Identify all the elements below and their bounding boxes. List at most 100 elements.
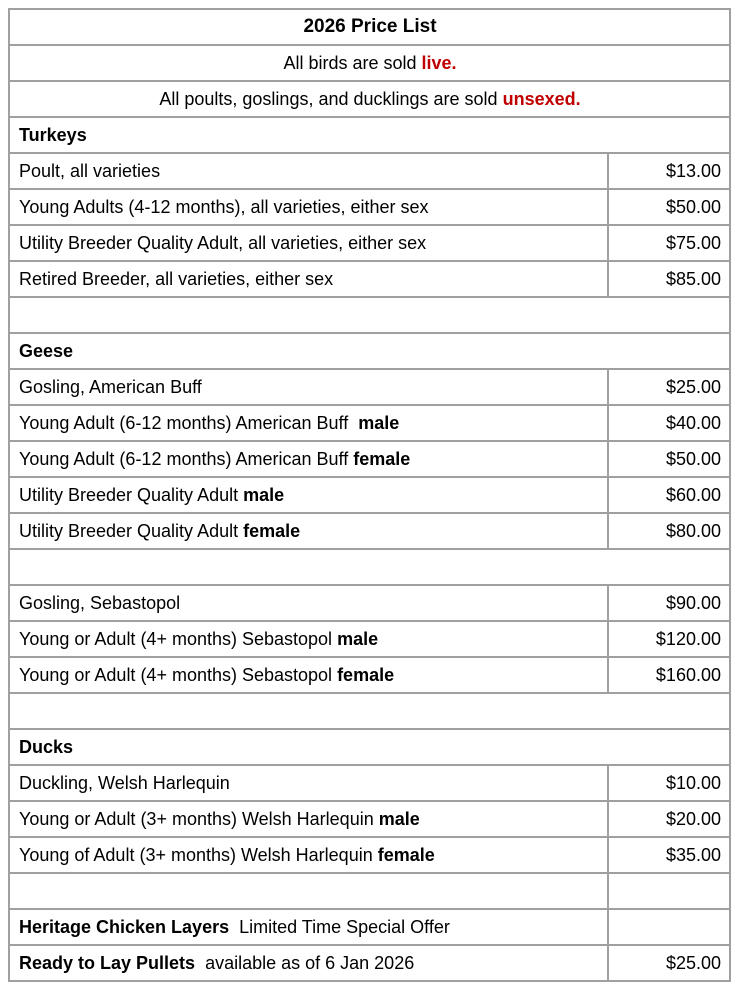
price-value: $60.00 <box>665 484 721 505</box>
item-price-cell: $40.00 <box>607 406 729 440</box>
row-ambuff-young-male: Young Adult (6-12 months) American Buff … <box>10 406 729 442</box>
text-segment: Poult, all varieties <box>19 160 161 181</box>
row-ready-to-lay-pullets: Ready to Lay Pullets available as of 6 J… <box>10 946 729 980</box>
item-description-cell <box>10 889 607 893</box>
price-value: $85.00 <box>665 268 721 289</box>
text-segment: Retired Breeder, all varieties, either s… <box>19 268 334 289</box>
item-price-cell: $25.00 <box>607 946 729 980</box>
notice-sold-unsexed: All poults, goslings, and ducklings are … <box>10 82 729 118</box>
row-welsh-female: Young of Adult (3+ months) Welsh Harlequ… <box>10 838 729 874</box>
price-value: $160.00 <box>655 664 721 685</box>
notice-cell: All birds are sold live. <box>10 51 729 76</box>
text-segment: Ready to Lay Pullets <box>19 952 196 973</box>
item-description-cell: Young or Adult (3+ months) Welsh Harlequ… <box>10 807 607 832</box>
item-description-cell: Young or Adult (4+ months) Sebastopol fe… <box>10 663 607 688</box>
text-segment: available as of 6 Jan 2026 <box>195 952 415 973</box>
text-segment: Ducks <box>19 736 74 757</box>
text-segment: Utility Breeder Quality Adult <box>19 484 244 505</box>
row-gosling-sebastopol: Gosling, Sebastopol $90.00 <box>10 586 729 622</box>
text-segment: Gosling, Sebastopol <box>19 592 181 613</box>
item-description-cell: Young or Adult (4+ months) Sebastopol ma… <box>10 627 607 652</box>
section-geese: Geese <box>10 334 729 370</box>
text-segment: male <box>358 412 400 433</box>
spacer-cell <box>10 565 27 569</box>
notice-cell: All poults, goslings, and ducklings are … <box>10 87 729 112</box>
text-segment: Utility Breeder Quality Adult, all varie… <box>19 232 427 253</box>
text-segment: Young or Adult (3+ months) Welsh Harlequ… <box>19 808 379 829</box>
text-segment: Young of Adult (3+ months) Welsh Harlequ… <box>19 844 378 865</box>
price-value: $80.00 <box>665 520 721 541</box>
row-duckling-welsh: Duckling, Welsh Harlequin $10.00 <box>10 766 729 802</box>
text-segment: Young or Adult (4+ months) Sebastopol <box>19 628 338 649</box>
item-description-cell: Utility Breeder Quality Adult, all varie… <box>10 231 607 256</box>
price-value: $35.00 <box>665 844 721 865</box>
price-value: $120.00 <box>655 628 721 649</box>
text-segment: female <box>377 844 435 865</box>
item-description-cell: Heritage Chicken Layers Limited Time Spe… <box>10 915 607 940</box>
text-segment: Young Adults (4-12 months), all varietie… <box>19 196 429 217</box>
item-price-cell: $13.00 <box>607 154 729 188</box>
item-price-cell: $60.00 <box>607 478 729 512</box>
section-ducks: Ducks <box>10 730 729 766</box>
item-price-cell: $10.00 <box>607 766 729 800</box>
item-price-cell: $35.00 <box>607 838 729 872</box>
row-turkey-poult: Poult, all varieties $13.00 <box>10 154 729 190</box>
text-segment: Utility Breeder Quality Adult <box>19 520 244 541</box>
text-segment: Young Adult (6-12 months) American Buff <box>19 448 354 469</box>
row-heritage-chicken-offer: Heritage Chicken Layers Limited Time Spe… <box>10 910 729 946</box>
section-header-cell: Turkeys <box>10 123 729 148</box>
text-segment: Young Adult (6-12 months) American Buff <box>19 412 359 433</box>
row-turkey-young-adult: Young Adults (4-12 months), all varietie… <box>10 190 729 226</box>
row-welsh-male: Young or Adult (3+ months) Welsh Harlequ… <box>10 802 729 838</box>
section-header-cell: Geese <box>10 339 729 364</box>
spacer-cell <box>10 709 27 713</box>
row-ambuff-young-female: Young Adult (6-12 months) American Buff … <box>10 442 729 478</box>
price-value: $20.00 <box>665 808 721 829</box>
notice-sold-live: All birds are sold live. <box>10 46 729 82</box>
spacer-cell <box>10 313 27 317</box>
item-price-cell <box>607 910 729 944</box>
item-description-cell: Utility Breeder Quality Adult female <box>10 519 607 544</box>
price-value: $25.00 <box>665 952 721 973</box>
price-value: $13.00 <box>665 160 721 181</box>
table-title-cell: 2026 Price List <box>10 14 729 40</box>
text-segment: Heritage Chicken Layers <box>19 916 230 937</box>
price-value: $40.00 <box>665 412 721 433</box>
table-title: 2026 Price List <box>10 10 729 46</box>
row-turkey-retired: Retired Breeder, all varieties, either s… <box>10 262 729 298</box>
spacer-row-split <box>10 874 729 910</box>
text-segment: female <box>243 520 301 541</box>
item-description-cell: Ready to Lay Pullets available as of 6 J… <box>10 951 607 976</box>
section-turkeys: Turkeys <box>10 118 729 154</box>
row-turkey-utility: Utility Breeder Quality Adult, all varie… <box>10 226 729 262</box>
text-segment: Young or Adult (4+ months) Sebastopol <box>19 664 338 685</box>
item-description-cell: Young of Adult (3+ months) Welsh Harlequ… <box>10 843 607 868</box>
text-segment: unsexed. <box>502 88 581 109</box>
item-price-cell: $50.00 <box>607 442 729 476</box>
text-segment: All poults, goslings, and ducklings are … <box>159 88 503 109</box>
item-price-cell: $120.00 <box>607 622 729 656</box>
text-segment: female <box>353 448 411 469</box>
spacer-row <box>10 550 729 586</box>
item-description-cell: Retired Breeder, all varieties, either s… <box>10 267 607 292</box>
text-segment: Geese <box>19 340 74 361</box>
row-ambuff-utility-male: Utility Breeder Quality Adult male $60.00 <box>10 478 729 514</box>
spacer-row <box>10 694 729 730</box>
price-value: $75.00 <box>665 232 721 253</box>
row-ambuff-utility-female: Utility Breeder Quality Adult female $80.… <box>10 514 729 550</box>
item-description-cell: Gosling, American Buff <box>10 375 607 400</box>
price-value: $25.00 <box>665 376 721 397</box>
row-sebastopol-male: Young or Adult (4+ months) Sebastopol ma… <box>10 622 729 658</box>
text-segment: 2026 Price List <box>303 16 437 38</box>
item-description-cell: Poult, all varieties <box>10 159 607 184</box>
item-price-cell: $85.00 <box>607 262 729 296</box>
text-segment: Gosling, American Buff <box>19 376 202 397</box>
price-value: $50.00 <box>665 448 721 469</box>
item-description-cell: Duckling, Welsh Harlequin <box>10 771 607 796</box>
row-gosling-ambuff: Gosling, American Buff $25.00 <box>10 370 729 406</box>
item-price-cell: $160.00 <box>607 658 729 692</box>
row-sebastopol-female: Young or Adult (4+ months) Sebastopol fe… <box>10 658 729 694</box>
price-value: $50.00 <box>665 196 721 217</box>
text-segment: Duckling, Welsh Harlequin <box>19 772 230 793</box>
